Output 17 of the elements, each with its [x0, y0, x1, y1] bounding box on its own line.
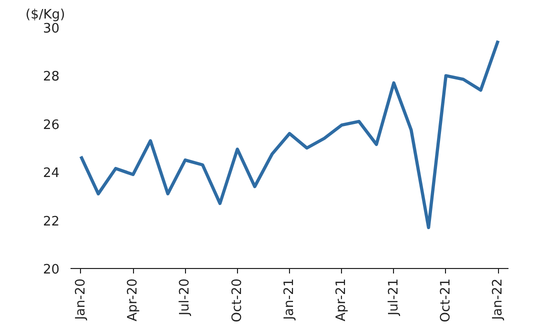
y-tick-label: 30 [42, 22, 60, 36]
x-tick-label: Jul-21 [386, 278, 402, 316]
x-tick-label: Apr-21 [334, 278, 350, 322]
y-tick-label: 20 [42, 262, 60, 278]
x-tick-label: Jan-20 [73, 278, 88, 321]
x-tick-label: Apr-20 [126, 278, 141, 322]
x-tick-label: Jul-20 [178, 278, 193, 316]
x-tick-label: Jan-21 [282, 278, 297, 321]
line-series [79, 39, 500, 230]
y-tick-label: 24 [42, 166, 60, 182]
y-tick-label: 22 [42, 214, 60, 230]
x-tick-label: Jan-22 [490, 278, 506, 321]
x-tick-label: Oct-21 [438, 278, 454, 322]
y-tick-label: 26 [42, 118, 60, 133]
x-tick-label: Oct-20 [230, 278, 245, 322]
y-tick-label: 28 [42, 70, 60, 85]
y-axis-title: ($/Kg) [26, 8, 66, 22]
